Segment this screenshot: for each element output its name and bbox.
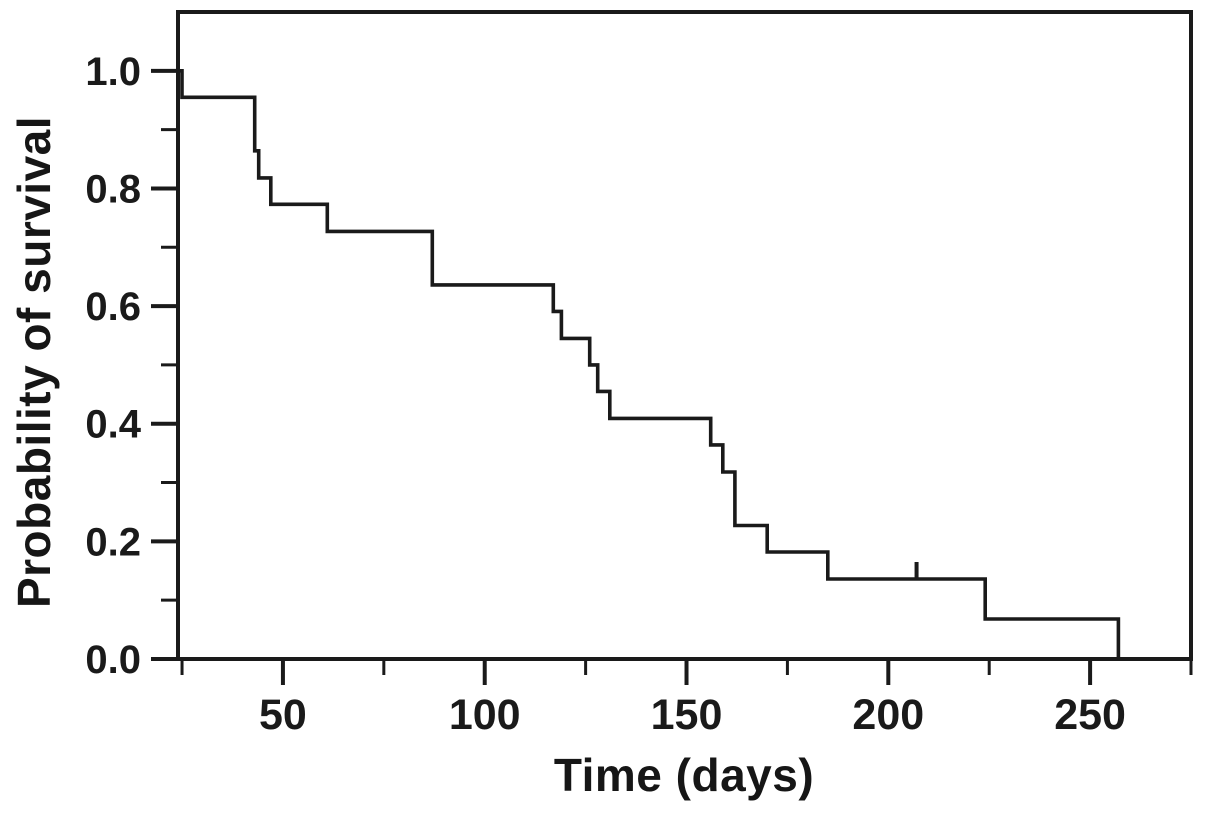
y-tick-label: 0.6 xyxy=(85,285,141,329)
y-tick-label: 0.4 xyxy=(85,403,141,447)
y-tick-label: 0.8 xyxy=(85,167,141,211)
y-tick-label: 1.0 xyxy=(85,50,141,94)
x-axis-title: Time (days) xyxy=(553,749,815,801)
y-tick-label: 0.2 xyxy=(85,520,141,564)
x-tick-label: 150 xyxy=(651,691,723,739)
x-tick-label: 50 xyxy=(259,691,307,739)
x-tick-label: 250 xyxy=(1054,691,1126,739)
survival-curve xyxy=(178,69,1191,661)
x-tick-label: 100 xyxy=(449,691,521,739)
plot-frame xyxy=(176,10,1193,661)
y-axis-title: Probability of survival xyxy=(8,115,60,609)
y-tick-label: 0.0 xyxy=(85,638,141,682)
x-tick-label: 200 xyxy=(852,691,924,739)
